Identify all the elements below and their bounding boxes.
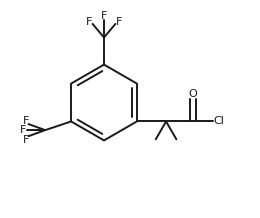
Text: F: F	[20, 125, 26, 135]
Text: F: F	[116, 17, 122, 27]
Text: F: F	[23, 135, 30, 145]
Text: F: F	[101, 11, 107, 21]
Text: Cl: Cl	[213, 116, 224, 126]
Text: F: F	[86, 17, 92, 27]
Text: F: F	[23, 116, 30, 126]
Text: O: O	[189, 89, 198, 99]
